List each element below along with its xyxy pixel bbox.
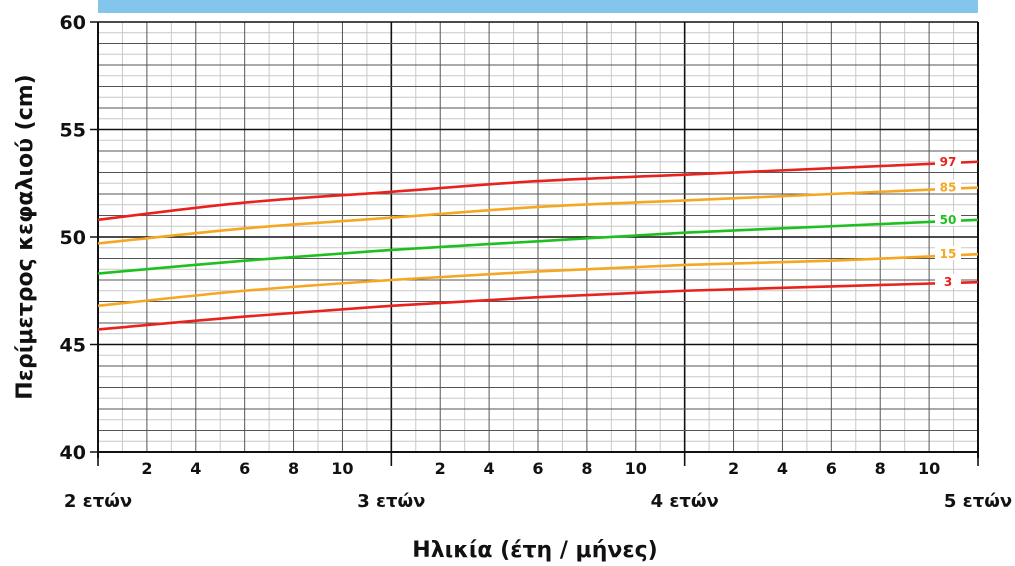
y-axis-ticks: 40 45 50 55 60 <box>60 12 98 464</box>
major-grid <box>97 21 979 453</box>
header-band <box>98 0 978 13</box>
x-axis-title: Ηλικία (έτη / μήνες) <box>412 538 657 563</box>
x-month-tick-label: 6 <box>532 459 543 478</box>
x-year-tick-label: 4 ετών <box>651 491 719 512</box>
x-month-tick-label: 8 <box>875 459 886 478</box>
x-month-tick-label: 2 <box>728 459 739 478</box>
percentile-line-85 <box>97 186 979 245</box>
x-month-tick-label: 8 <box>581 459 592 478</box>
x-month-tick-label: 6 <box>239 459 250 478</box>
x-year-tick-label: 5 ετών <box>944 491 1012 512</box>
percentile-label-bg <box>935 246 961 261</box>
x-year-tick-label: 3 ετών <box>357 491 425 512</box>
percentile-label-bg <box>935 179 961 194</box>
percentile-label-85: 85 <box>940 181 957 195</box>
percentile-label-3: 3 <box>944 275 952 289</box>
percentile-label-50: 50 <box>940 213 957 227</box>
y-tick-label: 50 <box>60 227 86 249</box>
axes <box>97 22 979 458</box>
percentile-label-bg <box>935 153 961 168</box>
y-tick-label: 60 <box>60 12 86 34</box>
x-month-tick-label: 2 <box>141 459 152 478</box>
percentile-line-3 <box>97 280 979 331</box>
y-tick-label: 45 <box>60 335 86 357</box>
x-month-tick-label: 8 <box>288 459 299 478</box>
x-month-tick-label: 4 <box>777 459 788 478</box>
x-year-tick-label: 2 ετών <box>64 491 132 512</box>
percentile-line-50 <box>97 218 979 275</box>
x-month-tick-label: 6 <box>826 459 837 478</box>
x-month-tick-label: 10 <box>918 459 940 478</box>
x-month-tick-label: 4 <box>484 459 495 478</box>
percentile-line-15 <box>97 252 979 308</box>
x-month-tick-label: 10 <box>625 459 647 478</box>
percentile-label-bg <box>935 274 961 289</box>
x-axis-ticks: 2 4 6 8 10 2 4 6 8 10 2 4 6 8 10 2 ετών 3 ετών 4 ετών 5 ετ… <box>64 452 1012 512</box>
percentile-lines <box>97 160 979 331</box>
percentile-label-bg <box>935 211 961 226</box>
percentile-label-15: 15 <box>940 247 957 261</box>
percentile-line-97 <box>97 160 979 222</box>
percentile-label-97: 97 <box>940 155 957 169</box>
y-tick-label: 55 <box>60 120 86 142</box>
x-month-tick-label: 2 <box>435 459 446 478</box>
x-month-tick-label: 4 <box>190 459 201 478</box>
percentile-labels: 97 85 50 15 3 <box>935 153 961 289</box>
x-month-tick-label: 10 <box>331 459 353 478</box>
y-tick-label: 40 <box>60 442 86 464</box>
y-axis-title: Περίμετρος κεφαλιού (cm) <box>13 74 38 399</box>
